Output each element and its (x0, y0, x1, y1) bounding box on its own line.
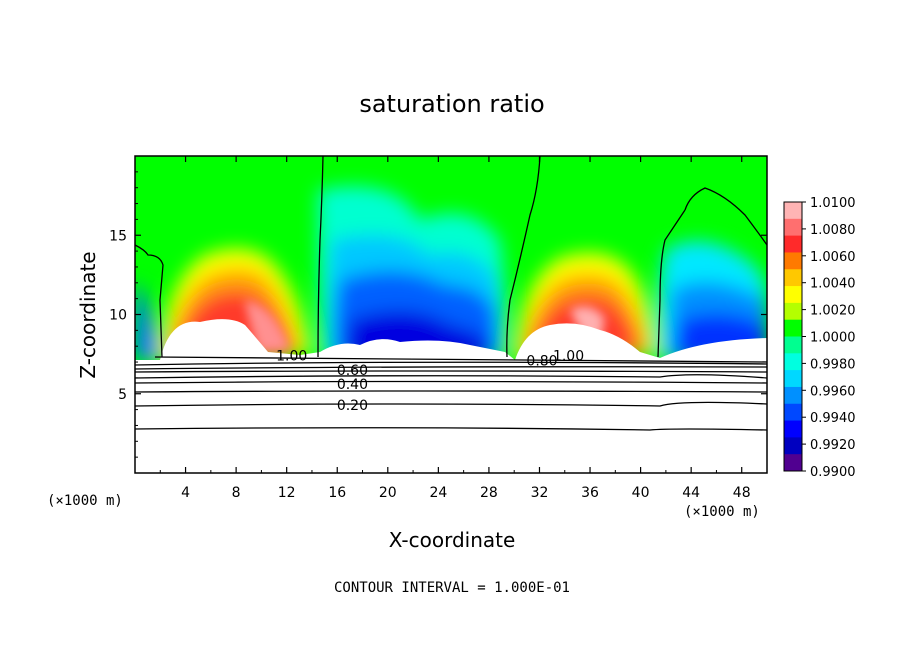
x-tick-label: 16 (328, 485, 346, 501)
contour-interval-footer: CONTOUR INTERVAL = 1.000E-01 (334, 580, 570, 596)
colorbar-label: 0.9920 (810, 438, 856, 453)
colorbar-label: 1.0020 (810, 304, 856, 319)
x-tick-label: 44 (682, 485, 700, 501)
x-tick-label: 8 (232, 485, 241, 501)
colorbar-swatch (784, 202, 802, 220)
colorbar-swatch (784, 454, 802, 472)
colorbar-label: 0.9960 (810, 384, 856, 399)
colorbar-swatch (784, 269, 802, 287)
colorbar-label: 1.0000 (810, 331, 856, 346)
colorbar-label: 1.0080 (810, 223, 856, 238)
colorbar-label: 0.9900 (810, 465, 856, 480)
colorbar-swatch (784, 386, 802, 405)
colorbar-swatch (784, 235, 802, 253)
x-unit-left: (×1000 m) (47, 493, 123, 509)
colorbar-swatch (784, 319, 802, 337)
x-tick-label: 36 (581, 485, 599, 501)
x-tick-label: 4 (181, 485, 190, 501)
contour-lines (135, 156, 767, 431)
x-tick-label: 40 (632, 485, 650, 501)
x-tick-label: 28 (480, 485, 498, 501)
y-tick-label: 15 (109, 228, 127, 244)
y-tick-label: 10 (109, 308, 127, 324)
contour-label: 0.20 (337, 398, 368, 414)
colorbar-swatch (784, 370, 802, 388)
contour-labels: 1.000.600.400.200.801.00 (276, 349, 584, 414)
colorbar-label: 0.9980 (810, 357, 856, 372)
x-tick-label: 12 (278, 485, 296, 501)
colorbar-swatch (784, 437, 802, 455)
colorbar-swatch (784, 302, 802, 321)
colorbar: 1.0100 1.0080 1.0060 1.0040 1.0020 1.0000 0.99… (783, 196, 856, 480)
x-tick-label: 32 (531, 485, 549, 501)
colorbar-swatch (784, 353, 802, 371)
x-axis: 4 8 12 16 20 24 28 32 36 40 44 48 (159, 156, 751, 501)
y-tick-label: 5 (118, 387, 127, 403)
y-axis: 5 10 15 (109, 171, 767, 458)
contour-label: 0.40 (337, 377, 368, 393)
colorbar-swatch (784, 218, 802, 237)
colorbar-label: 0.9940 (810, 411, 856, 426)
heatmap-field (135, 156, 767, 473)
contour-label: 0.80 (526, 353, 557, 369)
colorbar-label: 1.0100 (810, 196, 856, 211)
contour-label: 1.00 (553, 349, 584, 365)
x-axis-label: X-coordinate (389, 528, 516, 552)
chart-title: saturation ratio (359, 90, 544, 118)
x-tick-label: 20 (379, 485, 397, 501)
colorbar-swatch (784, 286, 802, 304)
colorbar-label: 1.0040 (810, 277, 856, 292)
x-tick-label: 48 (733, 485, 751, 501)
colorbar-swatch (784, 252, 802, 270)
contour-label: 0.60 (337, 363, 368, 379)
y-axis-label: Z-coordinate (76, 251, 100, 378)
x-unit-right: (×1000 m) (684, 504, 760, 520)
colorbar-swatch (784, 403, 802, 422)
contour-label: 1.00 (276, 349, 307, 365)
colorbar-swatch (784, 420, 802, 438)
colorbar-swatch (784, 336, 802, 354)
x-tick-label: 24 (429, 485, 447, 501)
colorbar-label: 1.0060 (810, 250, 856, 265)
